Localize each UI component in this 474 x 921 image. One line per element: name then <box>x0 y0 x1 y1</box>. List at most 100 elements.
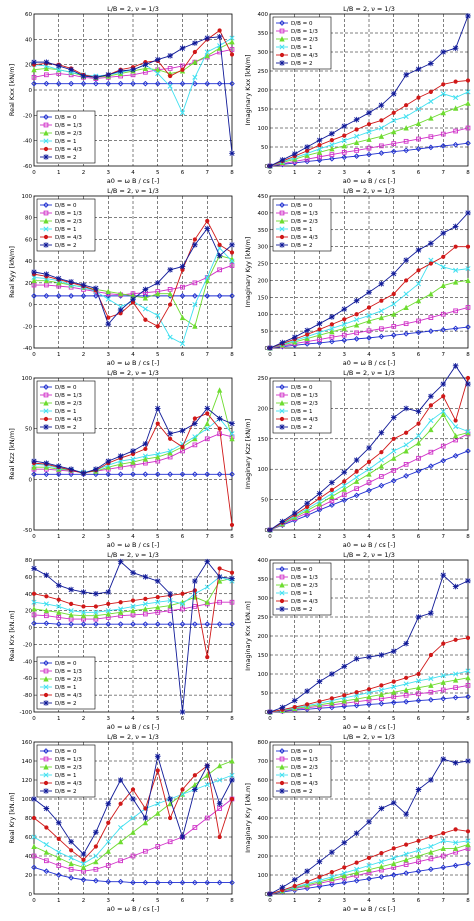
data-point <box>379 118 384 123</box>
data-point <box>93 612 99 619</box>
legend-marker <box>279 384 285 390</box>
data-point <box>69 601 74 607</box>
data-point <box>217 599 222 605</box>
data-point <box>415 853 422 859</box>
data-point <box>167 66 173 71</box>
data-point <box>353 153 360 159</box>
data-point <box>105 800 112 807</box>
x-tick-label: 8 <box>466 534 470 540</box>
data-point <box>44 72 49 78</box>
data-point <box>292 883 297 889</box>
data-point <box>56 849 62 855</box>
data-point <box>341 123 348 129</box>
data-point <box>453 95 459 101</box>
legend-marker <box>279 60 285 66</box>
x-tick-label: 2 <box>82 352 86 358</box>
data-point <box>453 79 458 84</box>
data-point <box>43 277 50 284</box>
data-point <box>391 468 397 473</box>
data-point <box>391 141 397 146</box>
legend-marker <box>43 114 49 120</box>
data-point <box>415 433 422 439</box>
data-point <box>378 281 385 287</box>
y-tick-label: 80 <box>25 216 32 222</box>
data-point <box>329 328 335 335</box>
data-point <box>329 870 334 875</box>
data-point <box>391 436 396 441</box>
series-line <box>269 684 469 713</box>
data-point <box>229 435 235 442</box>
data-point <box>167 290 173 297</box>
data-point <box>428 134 434 140</box>
data-point <box>390 332 397 339</box>
y-tick-label: 120 <box>22 778 33 784</box>
data-point <box>192 323 198 329</box>
y-tick-label: 500 <box>258 797 269 803</box>
data-point <box>440 672 446 679</box>
data-point <box>93 74 99 81</box>
data-point <box>341 337 348 344</box>
data-point <box>56 597 61 602</box>
legend-entry: D/B = 2/3 <box>55 219 82 225</box>
data-point <box>204 436 210 442</box>
legend-box <box>36 380 96 434</box>
legend-box <box>272 16 332 70</box>
data-point <box>56 855 62 861</box>
data-point <box>55 463 62 469</box>
y-tick-label: 50 <box>25 427 32 433</box>
data-point <box>31 843 37 849</box>
data-point <box>179 45 186 51</box>
series-5 <box>267 244 471 351</box>
data-point <box>415 281 422 287</box>
y-tick-label: 50 <box>261 145 268 151</box>
legend-entry: D/B = 2 <box>291 61 312 67</box>
data-point <box>43 849 50 855</box>
data-point <box>229 879 235 886</box>
legend: D/B = 0 D/B = 1/3 D/B = 2/3 D/B = 1 D/B = 4/… <box>36 380 96 434</box>
data-point <box>440 853 446 859</box>
y-tick-label: -40 <box>23 346 32 352</box>
y-tick-label: -60 <box>23 164 32 170</box>
data-point <box>155 454 161 460</box>
data-point <box>465 324 471 330</box>
series-6 <box>31 225 235 327</box>
data-point <box>416 136 421 142</box>
x-tick-label: 0 <box>32 716 36 722</box>
data-point <box>56 615 62 620</box>
legend-marker <box>279 566 285 572</box>
y-tick-label: 600 <box>258 778 269 784</box>
data-point <box>316 157 323 164</box>
data-point <box>117 838 124 845</box>
x-tick-label: 0 <box>32 352 36 358</box>
data-point <box>31 269 37 275</box>
x-tick-label: 2 <box>82 898 86 904</box>
data-point <box>217 806 222 811</box>
data-point <box>68 66 74 73</box>
data-point <box>117 471 124 478</box>
data-point <box>31 458 37 464</box>
data-point <box>105 848 111 854</box>
data-point <box>452 760 459 766</box>
data-point <box>229 258 235 264</box>
series-6 <box>267 756 471 897</box>
data-point <box>428 144 434 151</box>
data-point <box>390 699 397 706</box>
legend-entry: D/B = 1 <box>55 227 76 233</box>
data-point <box>415 786 422 793</box>
data-point <box>204 879 211 886</box>
x-tick-label: 3 <box>107 170 111 176</box>
y-tick-label: 150 <box>258 437 269 443</box>
legend-box <box>272 744 332 798</box>
data-point <box>440 756 447 762</box>
x-tick-label: 2 <box>82 534 86 540</box>
x-tick-label: 0 <box>32 898 36 904</box>
data-point <box>204 274 210 280</box>
data-point <box>267 709 273 715</box>
data-point <box>391 860 397 867</box>
data-point <box>428 257 434 263</box>
data-point <box>43 460 50 466</box>
series-6 <box>267 13 471 169</box>
data-point <box>453 424 459 430</box>
data-point <box>204 584 210 590</box>
data-point <box>142 61 149 68</box>
